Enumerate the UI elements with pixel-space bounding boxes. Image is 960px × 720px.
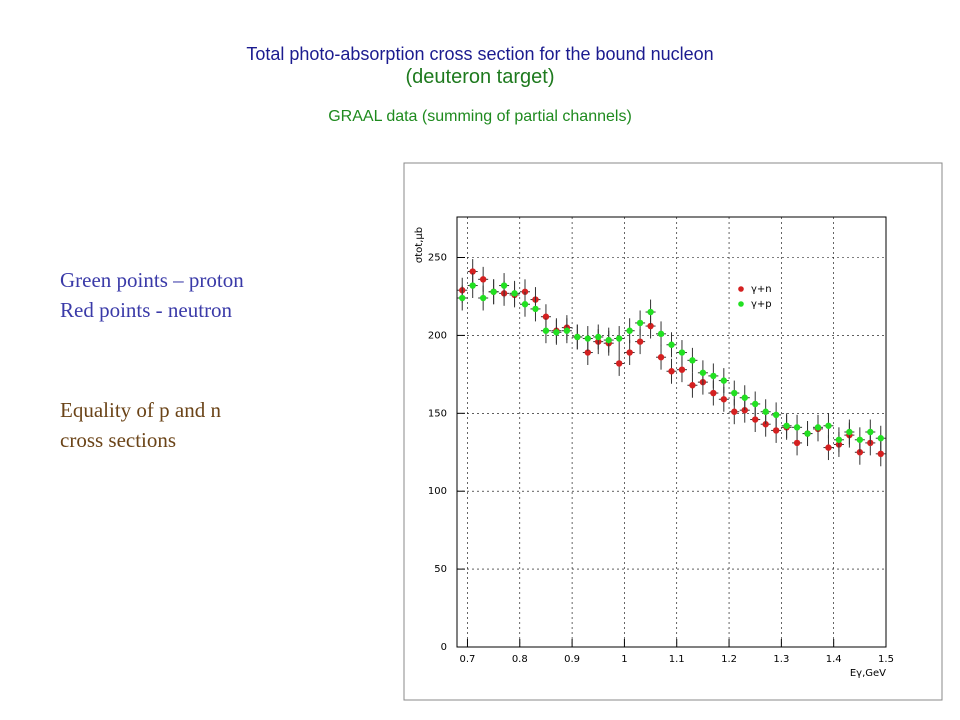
point <box>500 282 508 289</box>
point <box>825 422 832 429</box>
point <box>699 369 707 376</box>
point <box>459 294 466 302</box>
slide-note: GRAAL data (summing of partial channels) <box>328 108 632 125</box>
slide-subtitle: (deuteron target) <box>405 66 555 88</box>
point <box>720 377 728 384</box>
x-axis-label: Eγ,GeV <box>850 668 886 679</box>
legend-label: γ+n <box>751 284 772 295</box>
point <box>804 430 811 437</box>
label: Green points – proton <box>60 268 244 292</box>
x-tick-label: 1.2 <box>721 654 737 665</box>
point <box>856 436 864 443</box>
y-tick-label: 200 <box>428 330 447 341</box>
y-tick-label: 0 <box>441 642 447 653</box>
point <box>542 327 550 334</box>
point <box>825 444 832 451</box>
point <box>584 335 591 342</box>
point <box>532 305 539 313</box>
x-tick-label: 1.3 <box>773 654 789 665</box>
point <box>636 338 644 345</box>
point <box>521 301 529 308</box>
point <box>720 396 728 403</box>
point <box>490 288 497 295</box>
point <box>867 428 874 436</box>
point <box>469 268 476 275</box>
point <box>762 408 769 415</box>
point <box>835 436 843 443</box>
point <box>657 354 665 361</box>
remark-line: cross sections <box>60 428 177 452</box>
x-tick-label: 1 <box>621 654 627 665</box>
x-tick-label: 1.4 <box>826 654 842 665</box>
point <box>689 357 696 364</box>
point <box>584 349 591 356</box>
point <box>479 294 487 302</box>
point <box>521 288 529 295</box>
legend-marker <box>738 301 744 307</box>
remark: Equality of p and n cross sections <box>60 395 221 455</box>
point <box>626 349 633 356</box>
point <box>542 313 550 320</box>
point <box>668 368 675 375</box>
point <box>553 329 560 336</box>
point <box>574 333 581 341</box>
point <box>636 319 644 327</box>
point <box>563 327 571 334</box>
point <box>647 322 654 330</box>
point <box>752 416 759 423</box>
point <box>479 276 487 283</box>
point <box>731 389 738 397</box>
point <box>678 349 686 356</box>
point <box>647 308 654 316</box>
point <box>668 341 675 348</box>
point <box>772 427 780 434</box>
point <box>469 282 476 289</box>
x-tick-label: 0.9 <box>564 654 580 665</box>
point <box>752 400 759 408</box>
point <box>626 327 633 334</box>
label: Red points - neutron <box>60 298 233 322</box>
y-tick-label: 150 <box>428 408 447 419</box>
point <box>814 424 822 431</box>
point <box>678 366 686 373</box>
point <box>615 360 623 367</box>
slide-title: Total photo-absorption cross section for… <box>246 44 714 64</box>
point <box>710 372 717 380</box>
legend-label: γ+p <box>751 299 772 310</box>
point <box>595 333 602 341</box>
point <box>772 411 780 419</box>
y-tick-label: 50 <box>434 564 447 575</box>
point-legend: Green points – proton Red points - neutr… <box>60 265 244 325</box>
point <box>615 335 623 342</box>
point <box>689 382 696 389</box>
point <box>511 290 518 297</box>
point <box>877 435 884 442</box>
point <box>657 330 665 338</box>
point <box>846 428 853 436</box>
y-axis-label: σtot,μb <box>414 227 425 263</box>
point <box>731 408 738 415</box>
x-tick-label: 1.5 <box>878 654 894 665</box>
point <box>783 422 790 429</box>
point <box>877 450 884 458</box>
x-tick-label: 0.8 <box>512 654 528 665</box>
y-tick-label: 100 <box>428 486 447 497</box>
point <box>605 336 612 344</box>
legend-marker <box>738 286 744 292</box>
chart-panel <box>403 162 943 701</box>
point <box>741 394 748 401</box>
point <box>710 389 717 397</box>
point <box>793 424 801 431</box>
x-tick-label: 1.1 <box>669 654 685 665</box>
point <box>793 439 801 447</box>
x-tick-label: 0.7 <box>460 654 476 665</box>
remark-line: Equality of p and n <box>60 398 221 422</box>
y-tick-label: 250 <box>428 253 447 264</box>
